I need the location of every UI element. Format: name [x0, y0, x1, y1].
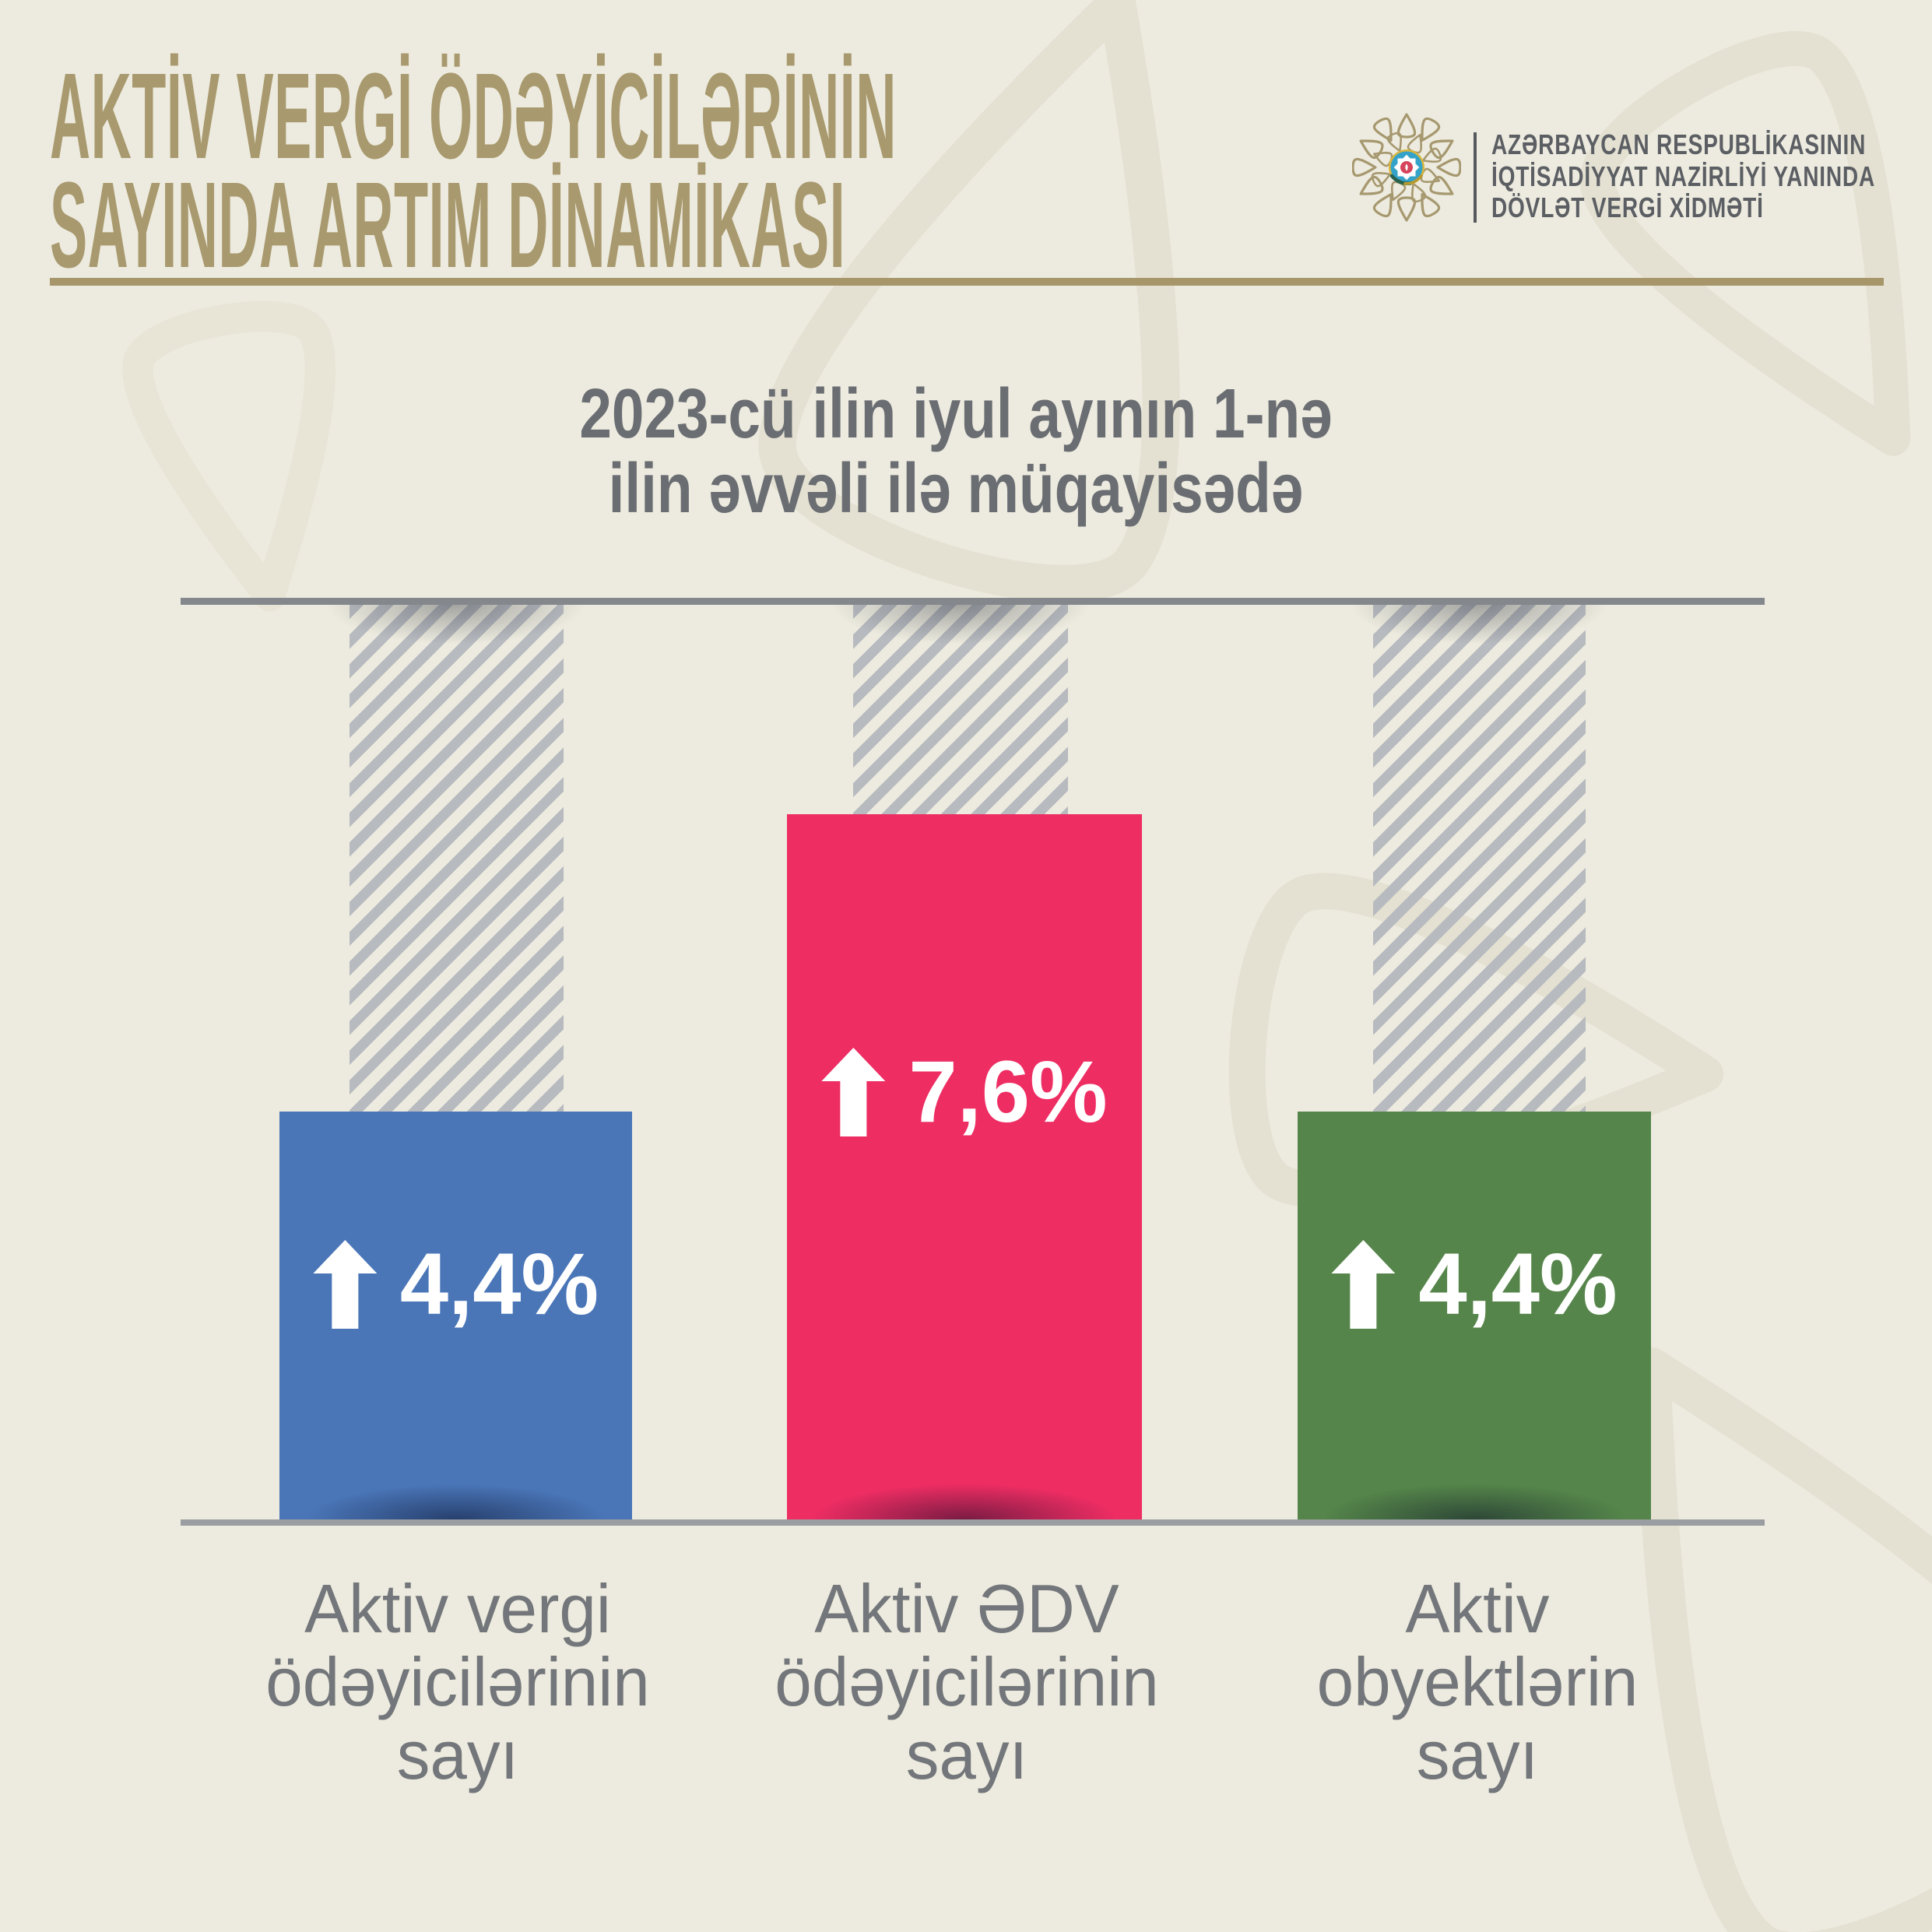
- bar-value-text: 7,6%: [908, 1043, 1108, 1140]
- bar-value-label: 4,4%: [1331, 1235, 1618, 1333]
- category-label-active-vat-payers: Aktiv ƏDV ödəyicilərinin sayı: [703, 1572, 1231, 1792]
- up-arrow-icon: [312, 1240, 377, 1329]
- category-label-line: sayı: [396, 1716, 519, 1793]
- bar-active-vat-payers: 7,6%: [787, 814, 1142, 1519]
- category-label-active-taxpayers: Aktiv vergi ödəyicilərinin sayı: [194, 1572, 722, 1792]
- bar-bottom-shadow: [1298, 1471, 1651, 1519]
- agency-name-line3: DÖVLƏT VERGİ XİDMƏTİ: [1491, 191, 1764, 223]
- category-label-line: obyektlərin: [1316, 1643, 1639, 1720]
- bar-value-text: 4,4%: [1418, 1235, 1618, 1333]
- category-label-line: Aktiv: [1405, 1570, 1550, 1647]
- title-divider-rule: [50, 278, 1884, 286]
- agency-name-line1: AZƏRBAYCAN RESPUBLİKASININ: [1491, 128, 1867, 160]
- category-label-line: sayı: [905, 1716, 1028, 1793]
- chart-subtitle-line2: ilin əvvəli ilə müqayisədə: [608, 450, 1304, 528]
- chart-subtitle: 2023-cü ilin iyul ayının 1-nə ilin əvvəl…: [439, 377, 1473, 526]
- category-label-line: ödəyicilərinin: [265, 1643, 650, 1720]
- up-arrow-icon: [821, 1048, 886, 1136]
- bar-active-objects: 4,4%: [1298, 1112, 1651, 1519]
- category-label-line: sayı: [1416, 1716, 1539, 1793]
- page-title-line1: AKTİV VERGİ ÖDƏYİCİLƏRİNİN: [50, 48, 897, 184]
- category-label-line: Aktiv ƏDV: [814, 1570, 1119, 1647]
- agency-name: AZƏRBAYCAN RESPUBLİKASININ İQTİSADİYYAT …: [1491, 128, 1876, 224]
- bar-value-text: 4,4%: [399, 1235, 599, 1333]
- page-title: AKTİV VERGİ ÖDƏYİCİLƏRİNİN SAYINDA ARTIM…: [50, 48, 897, 293]
- bar-value-label: 7,6%: [821, 1043, 1108, 1140]
- top-line-shadow: [1300, 604, 1658, 660]
- logo-divider: [1474, 132, 1477, 223]
- page-title-line2: SAYINDA ARTIM DİNAMİKASI: [50, 157, 846, 293]
- top-line-shadow: [277, 604, 635, 660]
- category-label-active-objects: Aktiv obyektlərin sayı: [1214, 1572, 1742, 1792]
- up-arrow-icon: [1331, 1240, 1396, 1329]
- state-emblem: [1389, 149, 1424, 185]
- agency-name-line2: İQTİSADİYYAT NAZİRLİYİ YANINDA: [1491, 160, 1876, 192]
- category-label-line: ödəyicilərinin: [775, 1643, 1159, 1720]
- chart-top-line: [181, 598, 1765, 605]
- bar-value-label: 4,4%: [312, 1235, 599, 1333]
- chart-baseline: [181, 1519, 1765, 1526]
- bar-bottom-shadow: [279, 1471, 632, 1519]
- bar-active-taxpayers: 4,4%: [279, 1112, 632, 1519]
- bar-bottom-shadow: [787, 1471, 1142, 1519]
- agency-emblem-icon: [1352, 113, 1461, 222]
- top-line-shadow: [782, 604, 1140, 660]
- category-label-line: Aktiv vergi: [304, 1570, 611, 1647]
- chart-subtitle-line1: 2023-cü ilin iyul ayının 1-nə: [579, 375, 1333, 453]
